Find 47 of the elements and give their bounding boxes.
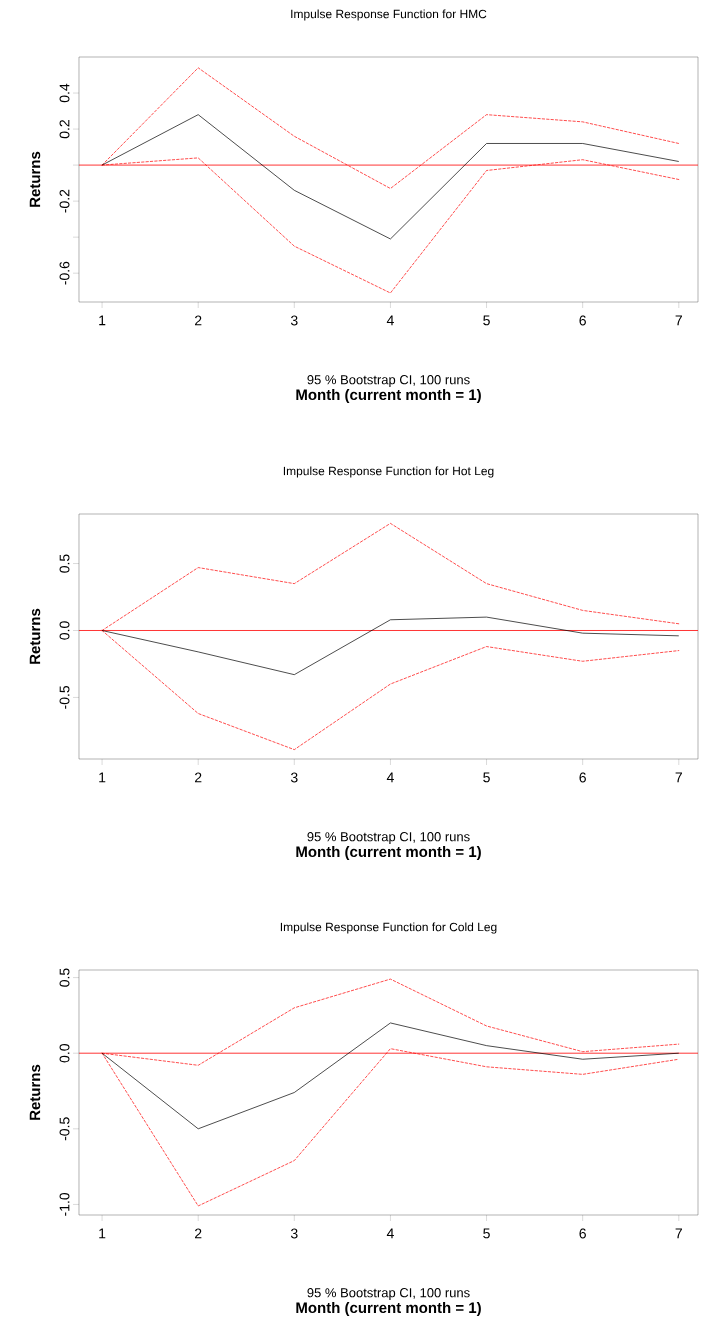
x-tick-label: 1	[99, 772, 106, 783]
y-tick-label: 0.5	[59, 554, 70, 573]
text: 95 % Bootstrap CI, 100 runs	[307, 375, 470, 387]
y-tick-label: -0.5	[59, 685, 70, 709]
x-tick-label: 4	[386, 315, 394, 326]
line-series	[101, 616, 680, 676]
x-tick-label: 6	[579, 772, 586, 783]
x-tick-label: 7	[675, 1228, 682, 1239]
x-tick-label: 2	[195, 315, 202, 326]
x-tick-label: 3	[290, 315, 298, 326]
x-tick-label: 6	[579, 1228, 586, 1239]
x-tick-label: 3	[290, 1228, 298, 1239]
y-axis-title: Returns	[29, 151, 41, 207]
x-axis-title: Month (current month = 1)	[296, 389, 481, 403]
y-tick-label: 0.2	[59, 120, 70, 139]
x-tick-label: 3	[290, 772, 298, 783]
y-tick-label: -0.2	[59, 189, 70, 213]
x-tick-label: 7	[675, 772, 682, 783]
text: 95 % Bootstrap CI, 100 runs	[307, 832, 470, 844]
chart-title: Impulse Response Function for Cold Leg	[280, 922, 497, 934]
x-tick-label: 4	[386, 1228, 394, 1239]
y-axis-title: Returns	[29, 1064, 41, 1120]
line-series	[101, 114, 680, 240]
y-tick-label: 0.0	[59, 1044, 70, 1063]
y-tick-label: -0.6	[59, 261, 70, 285]
x-tick-label: 2	[195, 1228, 202, 1239]
x-tick-label: 5	[483, 1228, 490, 1239]
x-tick-label: 4	[386, 772, 394, 783]
text: 95 % Bootstrap CI, 100 runs	[307, 1288, 470, 1300]
line-series	[101, 1022, 680, 1130]
y-tick-label: 0.5	[59, 968, 70, 987]
x-tick-label: 1	[99, 315, 106, 326]
x-axis-title: Month (current month = 1)	[296, 846, 481, 860]
y-tick-label: -1.0	[59, 1192, 70, 1216]
x-axis-title: Month (current month = 1)	[296, 1302, 481, 1316]
x-tick-label: 5	[483, 315, 490, 326]
x-tick-label: 2	[195, 772, 202, 783]
chart-title: Impulse Response Function for Hot Leg	[283, 466, 494, 478]
x-tick-label: 1	[99, 1228, 106, 1239]
y-tick-label: 0.0	[59, 621, 70, 640]
x-tick-label: 6	[579, 315, 586, 326]
y-tick-label: 0.4	[59, 83, 70, 103]
y-axis-title: Returns	[29, 608, 41, 664]
y-tick-label: -0.5	[59, 1117, 70, 1141]
x-tick-label: 5	[483, 772, 490, 783]
x-tick-label: 7	[675, 315, 682, 326]
chart-title: Impulse Response Function for HMC	[291, 9, 487, 21]
